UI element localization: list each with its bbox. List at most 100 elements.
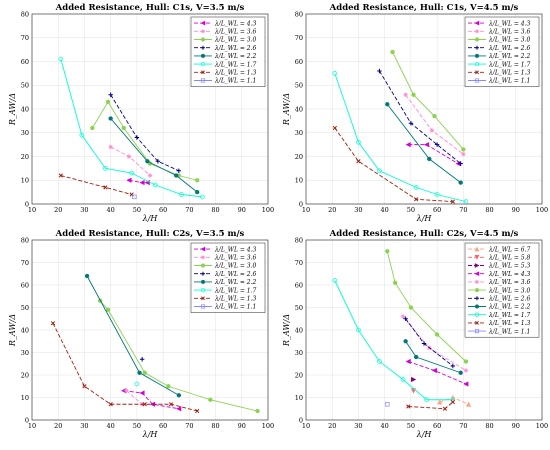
legend: λ/L_WL = 6.7λ/L_WL = 5.8λ/L_WL = 5.3λ/L_… [464, 242, 540, 338]
y-tick-label: 30 [21, 129, 29, 137]
legend-marker [474, 255, 480, 260]
series-line-3 [91, 101, 198, 181]
data-point [377, 359, 382, 364]
y-tick-label: 0 [299, 416, 303, 424]
data-point [195, 189, 200, 195]
data-point [461, 147, 466, 152]
x-tick-label: 70 [459, 206, 467, 214]
legend-marker [201, 271, 205, 276]
y-axis-label: R_AW/Δ [282, 93, 291, 126]
legend-marker [474, 329, 480, 334]
series-line-6 [60, 59, 203, 198]
chart-title: Added Resistance, Hull: C2s, V=4.5 m/s [329, 229, 519, 239]
y-tick-label: 60 [21, 58, 29, 66]
chart-panel-1: 10 20 30 40 50 60 70 80 90 10001020304050607080Ad… [8, 3, 274, 223]
y-tick-label: 50 [295, 304, 303, 312]
data-point [403, 339, 408, 344]
data-point [139, 180, 145, 186]
x-tick-label: 80 [211, 206, 219, 214]
legend-marker [474, 37, 479, 42]
legend: λ/L_WL = 4.3λ/L_WL = 3.6λ/L_WL = 3.0λ/L_… [464, 16, 540, 87]
legend-marker [474, 263, 480, 268]
data-point [176, 393, 182, 398]
plot-frame [305, 13, 543, 205]
legend-marker [474, 271, 480, 277]
data-point [434, 332, 440, 337]
legend-label: λ/L_WL = 4.3 [214, 20, 257, 27]
legend-marker [200, 78, 206, 83]
x-tick-label: 20 [328, 422, 336, 430]
x-tick-label: 30 [80, 422, 88, 430]
data-point [400, 377, 406, 382]
legend-label: λ/L_WL = 1.7 [214, 287, 257, 294]
data-point [377, 168, 382, 174]
chart-title: Added Resistance, Hull: C2s, V=3.5 m/s [55, 229, 245, 239]
data-point [145, 159, 150, 164]
y-axis-label: R_AW/Δ [8, 314, 17, 347]
legend-label: λ/L_WL = 3.6 [488, 29, 531, 36]
legend-label: λ/L_WL = 1.7 [214, 61, 257, 68]
data-point [58, 173, 63, 178]
legend-marker [200, 246, 206, 252]
data-point [458, 180, 463, 185]
x-tick-label: 100 [536, 206, 548, 214]
data-point [385, 102, 390, 107]
legend-marker [200, 287, 206, 293]
x-tick-label: 30 [354, 422, 362, 430]
data-point [429, 128, 435, 133]
series-line-1 [408, 144, 459, 165]
legend-label: λ/L_WL = 1.3 [488, 70, 531, 77]
y-tick-label: 40 [295, 105, 303, 113]
x-tick-label: 80 [485, 422, 493, 430]
x-tick-label: 40 [107, 206, 115, 214]
legend-marker [201, 70, 205, 75]
y-tick-label: 0 [299, 200, 303, 208]
data-point [411, 376, 417, 383]
y-tick-label: 60 [295, 281, 303, 289]
legend-label: λ/L_WL = 2.6 [214, 45, 257, 52]
legend-box [190, 16, 266, 87]
data-point [408, 305, 414, 310]
data-point [414, 197, 419, 202]
legend: λ/L_WL = 4.3λ/L_WL = 3.6λ/L_WL = 3.0λ/L_… [190, 16, 266, 87]
x-tick-label: 80 [211, 422, 219, 430]
legend-label: λ/L_WL = 3.6 [214, 255, 257, 262]
x-tick-label: 20 [328, 206, 336, 214]
x-axis-label: λ/H [142, 430, 159, 439]
legend-marker [474, 53, 479, 58]
data-point [390, 49, 395, 55]
y-tick-label: 70 [295, 34, 303, 42]
data-point [79, 132, 85, 138]
data-point [255, 408, 260, 414]
data-point [195, 408, 200, 414]
data-point [431, 367, 437, 374]
y-tick-label: 20 [21, 371, 29, 379]
data-point [385, 249, 390, 254]
data-point [377, 68, 382, 74]
legend-label: λ/L_WL = 1.1 [214, 78, 256, 85]
legend-label: λ/L_WL = 3.0 [488, 287, 531, 294]
legend-label: λ/L_WL = 1.3 [488, 320, 531, 327]
series-line-4 [110, 94, 180, 172]
data-point [421, 341, 427, 346]
data-point [129, 170, 134, 176]
y-tick-label: 0 [25, 416, 29, 424]
y-tick-label: 20 [295, 371, 303, 379]
data-point [152, 182, 158, 188]
x-tick-label: 70 [459, 422, 467, 430]
data-point [461, 151, 466, 157]
legend-marker [474, 61, 480, 67]
data-point [84, 273, 90, 279]
y-tick-label: 80 [21, 10, 29, 18]
data-point [427, 156, 432, 162]
data-point [176, 406, 182, 412]
legend-marker [475, 279, 479, 284]
legend-marker [201, 29, 205, 34]
legend-marker [475, 45, 479, 50]
series-line-7 [52, 323, 198, 412]
legend-label: λ/L_WL = 3.0 [214, 263, 257, 270]
legend-label: λ/L_WL = 3.0 [488, 37, 531, 44]
x-tick-label: 70 [185, 422, 193, 430]
y-tick-label: 20 [295, 153, 303, 161]
